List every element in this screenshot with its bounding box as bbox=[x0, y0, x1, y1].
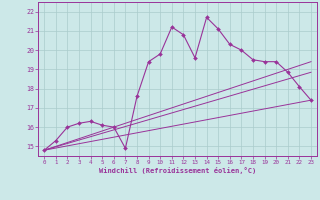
X-axis label: Windchill (Refroidissement éolien,°C): Windchill (Refroidissement éolien,°C) bbox=[99, 167, 256, 174]
